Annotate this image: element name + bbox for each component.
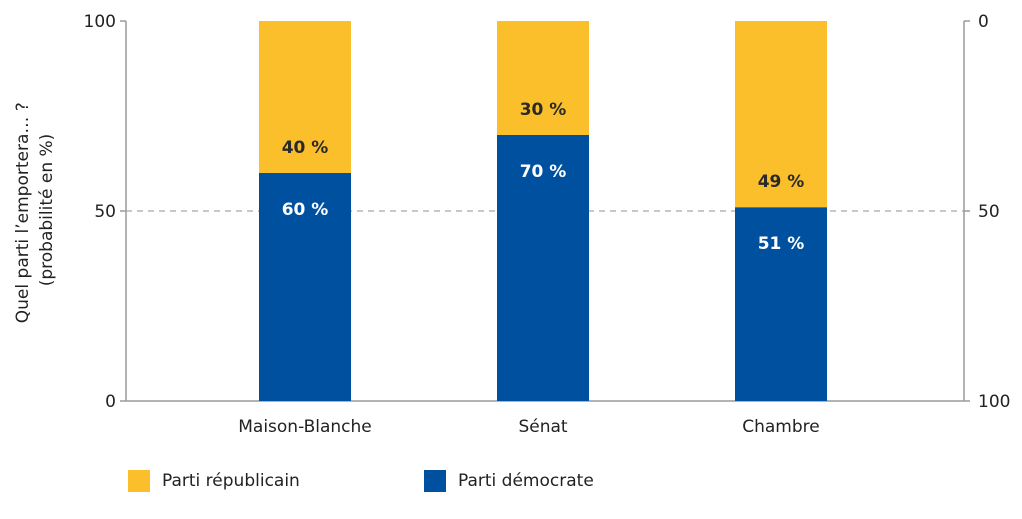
legend-item-republican: Parti républicain xyxy=(128,470,300,492)
data-label-republican: 30 % xyxy=(520,100,567,120)
bar-segment-republican xyxy=(497,21,589,135)
legend-swatch-democrat xyxy=(424,470,446,492)
legend-swatch-republican xyxy=(128,470,150,492)
right-axis: 100 50 0 xyxy=(964,12,1010,412)
left-tick-label: 50 xyxy=(94,202,116,222)
left-tick-label: 0 xyxy=(105,392,116,412)
data-label-democrat: 60 % xyxy=(282,200,329,220)
left-tick-label: 100 xyxy=(84,12,116,32)
left-axis: 0 50 100 xyxy=(84,12,126,412)
data-label-republican: 49 % xyxy=(758,172,805,192)
bars-group: 60 % 40 % 70 % 30 % 51 % 49 % xyxy=(259,21,827,401)
right-tick-label: 50 xyxy=(978,202,1000,222)
right-tick-label: 0 xyxy=(978,12,989,32)
bar-segment-democrat xyxy=(735,207,827,401)
bar-segment-democrat xyxy=(497,135,589,401)
category-labels: Maison-Blanche Sénat Chambre xyxy=(238,417,820,437)
y-axis-label-line-2: (probabilité en %) xyxy=(37,134,57,287)
right-tick-label: 100 xyxy=(978,392,1010,412)
stacked-bar-chart: 60 % 40 % 70 % 30 % 51 % 49 % 0 50 100 100 50 0 M… xyxy=(13,12,1010,437)
legend-item-democrat: Parti démocrate xyxy=(424,470,594,492)
category-label: Sénat xyxy=(518,417,567,437)
legend-label-democrat: Parti démocrate xyxy=(458,471,594,491)
category-label: Maison-Blanche xyxy=(238,417,372,437)
category-label: Chambre xyxy=(742,417,820,437)
legend-label-republican: Parti républicain xyxy=(162,471,300,491)
bar-segment-democrat xyxy=(259,173,351,401)
bar-segment-republican xyxy=(735,21,827,208)
data-label-democrat: 70 % xyxy=(520,162,567,182)
data-label-republican: 40 % xyxy=(282,138,329,158)
y-axis-label-line-1: Quel parti l’emportera… ? xyxy=(13,102,33,323)
y-axis-label: Quel parti l’emportera… ? (probabilité e… xyxy=(13,97,57,323)
legend: Parti républicain Parti démocrate xyxy=(0,470,1022,500)
data-label-democrat: 51 % xyxy=(758,234,805,254)
bar-segment-republican xyxy=(259,21,351,173)
